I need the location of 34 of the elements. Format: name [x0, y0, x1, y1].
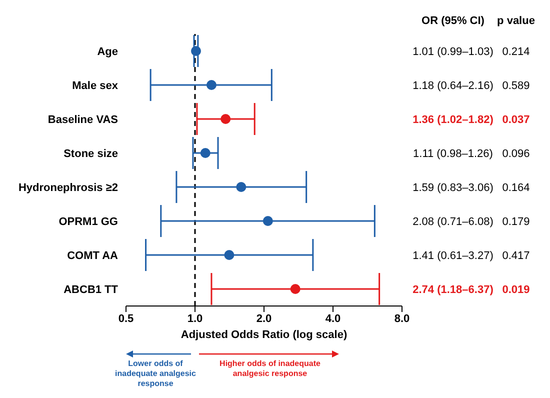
x-tick-label: 0.5 — [118, 312, 134, 325]
y-tick-label: Male sex — [72, 80, 119, 92]
text: 0.589 — [502, 80, 530, 92]
data-label: 1.36 (1.02–1.82) — [412, 114, 494, 126]
y-tick-label: Stone size — [64, 148, 118, 160]
data-label: 1.41 (0.61–3.27) — [412, 250, 494, 262]
text: 0.214 — [502, 46, 530, 58]
x-tick-label: 1.0 — [187, 312, 203, 325]
data-label: 1.18 (0.64–2.16) — [412, 80, 494, 92]
y-tick-label: ABCB1 TT — [64, 284, 118, 296]
y-tick-label: COMT AA — [67, 250, 118, 262]
y-tick-label: OPRM1 GG — [58, 216, 118, 228]
text: 0.164 — [502, 182, 530, 194]
y-tick-label: Baseline VAS — [48, 114, 118, 126]
y-tick-label: Age — [97, 46, 118, 58]
x-tick-label: 2.0 — [256, 312, 272, 325]
data-label: 1.59 (0.83–3.06) — [412, 182, 494, 194]
x-axis-title: Adjusted Odds Ratio (log scale) — [180, 329, 348, 341]
text: 0.019 — [502, 284, 530, 296]
text: 0.096 — [502, 148, 530, 160]
x-tick-label: 8.0 — [394, 312, 410, 325]
data-label: 1.11 (0.98–1.26) — [413, 148, 493, 160]
y-tick-label: Hydronephrosis ≥2 — [18, 182, 118, 194]
x-tick-label: 4.0 — [325, 312, 341, 325]
text: OR (95% CI) — [422, 15, 485, 27]
text: 0.179 — [502, 216, 530, 228]
text: 0.417 — [502, 250, 530, 262]
text: Lower odds of inadequate analgesic response — [114, 359, 197, 389]
text: Higher odds of inadequate analgesic response — [218, 359, 322, 379]
data-label: 2.08 (0.71–6.08) — [412, 216, 494, 228]
data-label: 1.01 (0.99–1.03) — [412, 46, 494, 58]
text: p value — [497, 15, 535, 27]
data-label: 2.74 (1.18–6.37) — [412, 284, 494, 296]
text: 0.037 — [502, 114, 530, 126]
